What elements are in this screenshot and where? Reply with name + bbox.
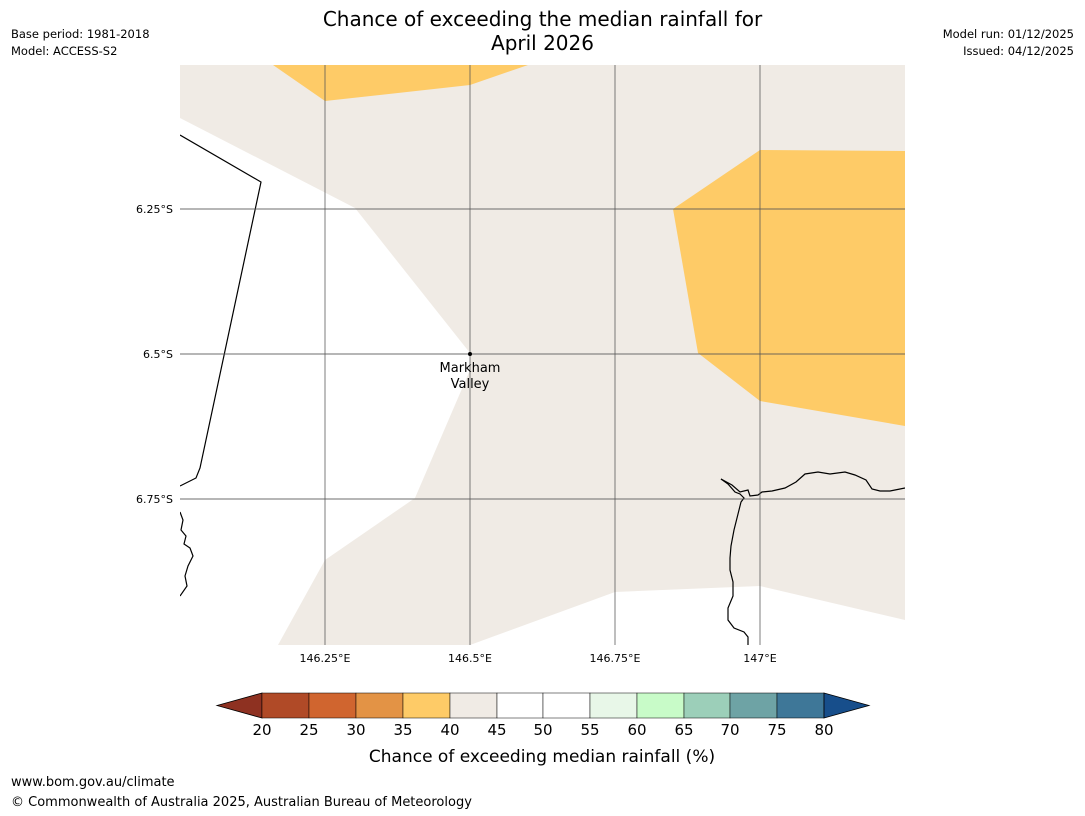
region-35-40-east	[673, 150, 905, 426]
colorbar-extend-low	[215, 692, 263, 719]
region-35-40-north	[273, 65, 528, 101]
colorbar-bin-70-75	[729, 692, 778, 719]
colorbar-tick-60: 60	[627, 721, 646, 739]
colorbar-tick-75: 75	[767, 721, 786, 739]
colorbar-tick-55: 55	[580, 721, 599, 739]
title-line-2: April 2026	[491, 31, 594, 55]
colorbar-tick-35: 35	[393, 721, 412, 739]
coastline-east	[720, 471, 905, 497]
colorbar-bin-45-50	[496, 692, 544, 719]
lat-label-6-75: 6.75°S	[136, 493, 173, 506]
colorbar-bin-25-30	[308, 692, 357, 719]
coastline-west	[180, 134, 262, 487]
meta-left: Base period: 1981-2018 Model: ACCESS-S2	[11, 26, 150, 60]
colorbar-tick-50: 50	[533, 721, 552, 739]
lon-label-146-25: 146.25°E	[300, 652, 351, 665]
colorbar-tick-20: 20	[252, 721, 271, 739]
colorbar-tick-80: 80	[814, 721, 833, 739]
colorbar	[215, 692, 871, 719]
colorbar-label: Chance of exceeding median rainfall (%)	[369, 747, 715, 767]
title-line-1: Chance of exceeding the median rainfall …	[322, 7, 763, 31]
model-name: Model: ACCESS-S2	[11, 44, 118, 58]
colorbar-tick-65: 65	[674, 721, 693, 739]
colorbar-bin-60-65	[636, 692, 685, 719]
colorbar-tick-45: 45	[487, 721, 506, 739]
colorbar-bin-75-80	[776, 692, 825, 719]
location-label-line-1: Markham	[440, 361, 501, 376]
lon-label-147: 147°E	[743, 652, 776, 665]
map-title: Chance of exceeding the median rainfall …	[300, 7, 785, 55]
lat-label-6-25: 6.25°S	[136, 203, 173, 216]
colorbar-bin-30-35	[355, 692, 404, 719]
footer-copyright: © Commonwealth of Australia 2025, Austra…	[11, 795, 472, 810]
colorbar-bin-40-45	[449, 692, 498, 719]
colorbar-tick-70: 70	[720, 721, 739, 739]
gridlines	[180, 65, 905, 645]
colorbar-bin-65-70	[683, 692, 731, 719]
river-east	[720, 478, 749, 645]
footer-url: www.bom.gov.au/climate	[11, 775, 175, 790]
map-area	[180, 65, 905, 645]
colorbar-bin-50-55	[542, 692, 591, 719]
issued-date: Issued: 04/12/2025	[963, 44, 1074, 58]
colorbar-tick-30: 30	[346, 721, 365, 739]
colorbar-tick-40: 40	[440, 721, 459, 739]
lon-label-146-75: 146.75°E	[590, 652, 641, 665]
colorbar-extend-high	[823, 692, 871, 719]
colorbar-bin-55-60	[589, 692, 638, 719]
lon-label-146-5: 146.5°E	[448, 652, 492, 665]
base-period: Base period: 1981-2018	[11, 27, 150, 41]
lat-label-6-5: 6.5°S	[143, 348, 173, 361]
coastline-southwest	[180, 511, 194, 597]
meta-right: Model run: 01/12/2025 Issued: 04/12/2025	[943, 26, 1074, 60]
model-run: Model run: 01/12/2025	[942, 27, 1074, 41]
colorbar-bin-20-25	[261, 692, 310, 719]
location-marker	[468, 352, 472, 356]
location-label-line-2: Valley	[451, 377, 490, 392]
colorbar-tick-25: 25	[299, 721, 318, 739]
colorbar-bin-35-40	[402, 692, 451, 719]
